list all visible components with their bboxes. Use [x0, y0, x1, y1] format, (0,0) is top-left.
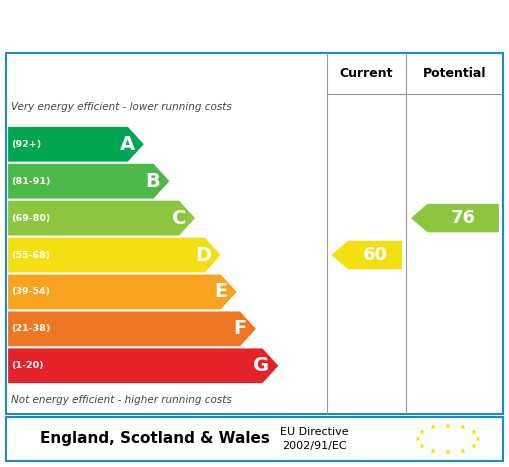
Text: (55-68): (55-68)	[11, 250, 50, 260]
Text: (92+): (92+)	[11, 140, 41, 149]
FancyBboxPatch shape	[6, 417, 503, 461]
Polygon shape	[8, 127, 144, 162]
Text: (69-80): (69-80)	[11, 213, 50, 223]
Polygon shape	[331, 241, 402, 269]
Text: EU Directive
2002/91/EC: EU Directive 2002/91/EC	[280, 427, 349, 451]
Text: F: F	[234, 319, 247, 339]
Text: Not energy efficient - higher running costs: Not energy efficient - higher running co…	[11, 395, 232, 405]
Polygon shape	[8, 275, 237, 309]
Text: C: C	[172, 209, 186, 227]
Polygon shape	[8, 201, 195, 235]
Polygon shape	[8, 348, 278, 383]
Text: D: D	[195, 246, 212, 264]
Text: (81-91): (81-91)	[11, 177, 50, 186]
Text: (1-20): (1-20)	[11, 361, 44, 370]
Text: (39-54): (39-54)	[11, 287, 50, 297]
Polygon shape	[8, 164, 169, 198]
Text: 60: 60	[362, 246, 387, 264]
Polygon shape	[8, 311, 256, 346]
Text: B: B	[146, 172, 160, 191]
Text: Potential: Potential	[422, 67, 486, 80]
Text: Energy Efficiency Rating: Energy Efficiency Rating	[16, 18, 323, 38]
Text: (21-38): (21-38)	[11, 325, 50, 333]
Text: Very energy efficient - lower running costs: Very energy efficient - lower running co…	[11, 101, 232, 112]
Text: G: G	[253, 356, 269, 375]
Text: England, Scotland & Wales: England, Scotland & Wales	[40, 432, 270, 446]
Text: Current: Current	[340, 67, 393, 80]
Text: A: A	[120, 135, 135, 154]
Polygon shape	[411, 204, 499, 233]
FancyBboxPatch shape	[6, 53, 503, 414]
Text: 76: 76	[450, 209, 475, 227]
Text: E: E	[214, 283, 228, 301]
Polygon shape	[8, 238, 221, 272]
